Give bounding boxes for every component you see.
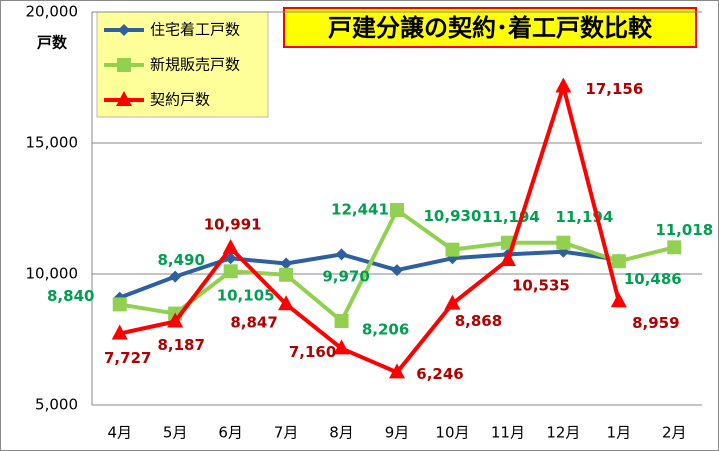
data-label: 10,486	[624, 270, 682, 288]
legend-marker	[116, 91, 132, 106]
data-label: 6,246	[416, 365, 463, 383]
data-label: 11,194	[482, 208, 540, 226]
legend-label: 新規販売戸数	[150, 56, 240, 74]
legend-marker	[117, 58, 131, 72]
y-tick-label: 15,000	[26, 134, 79, 152]
data-point	[444, 294, 461, 310]
data-point	[223, 264, 238, 279]
x-tick-label: 5月	[163, 424, 188, 442]
data-point	[390, 203, 404, 218]
y-tick-label: 10,000	[26, 265, 79, 283]
data-label: 10,535	[512, 276, 570, 294]
data-label: 8,187	[157, 336, 204, 354]
data-label: 8,206	[362, 321, 409, 339]
data-point	[222, 239, 239, 255]
data-point	[667, 240, 682, 255]
data-point	[278, 295, 295, 311]
data-label: 8,868	[455, 312, 502, 330]
data-label: 10,930	[424, 207, 482, 225]
y-axis-label: 戸数	[37, 34, 68, 52]
legend-marker	[118, 24, 130, 36]
legend-label: 契約戸数	[150, 91, 210, 109]
data-point	[555, 77, 572, 93]
data-label: 8,847	[230, 314, 277, 332]
data-point	[499, 250, 516, 266]
title-box	[283, 7, 697, 48]
data-point	[333, 339, 350, 355]
data-point	[445, 242, 460, 257]
series-line	[119, 84, 621, 375]
chart-title: 戸建分譲の契約･着工戸数比較	[328, 14, 653, 42]
x-tick-label: 11月	[491, 424, 525, 442]
data-label: 11,018	[655, 221, 713, 239]
x-tick-label: 8月	[329, 424, 354, 442]
x-tick-label: 4月	[107, 424, 132, 442]
data-label: 11,194	[555, 208, 613, 226]
data-point	[391, 264, 403, 277]
x-tick-label: 6月	[218, 424, 243, 442]
y-tick-label: 20,000	[26, 3, 79, 21]
data-label: 8,840	[47, 287, 94, 305]
data-point	[112, 297, 127, 312]
data-label: 17,156	[585, 80, 643, 98]
data-point	[556, 235, 571, 250]
data-point	[610, 292, 627, 308]
data-label: 8,490	[157, 251, 204, 269]
data-point	[111, 324, 128, 340]
data-label: 7,727	[104, 349, 151, 367]
x-tick-label: 9月	[385, 424, 410, 442]
x-tick-label: 10月	[435, 424, 469, 442]
legend-label: 住宅着工戸数	[150, 21, 240, 39]
data-point	[334, 314, 349, 329]
data-label: 7,160	[289, 343, 336, 361]
x-tick-label: 2月	[662, 424, 687, 442]
data-label: 10,991	[204, 216, 262, 234]
data-label: 8,959	[632, 314, 679, 332]
data-point	[335, 248, 348, 261]
x-tick-label: 12月	[546, 424, 580, 442]
data-label: 9,970	[322, 267, 369, 285]
data-point	[611, 254, 626, 269]
data-label: 10,105	[217, 287, 275, 305]
data-point	[169, 270, 182, 283]
data-point	[279, 267, 294, 282]
y-tick-label: 5,000	[35, 396, 78, 414]
x-tick-label: 7月	[274, 424, 299, 442]
data-point	[167, 312, 184, 328]
x-tick-label: 1月	[607, 424, 632, 442]
data-point	[389, 363, 405, 379]
data-point	[280, 257, 293, 270]
data-label: 12,441	[331, 201, 389, 219]
